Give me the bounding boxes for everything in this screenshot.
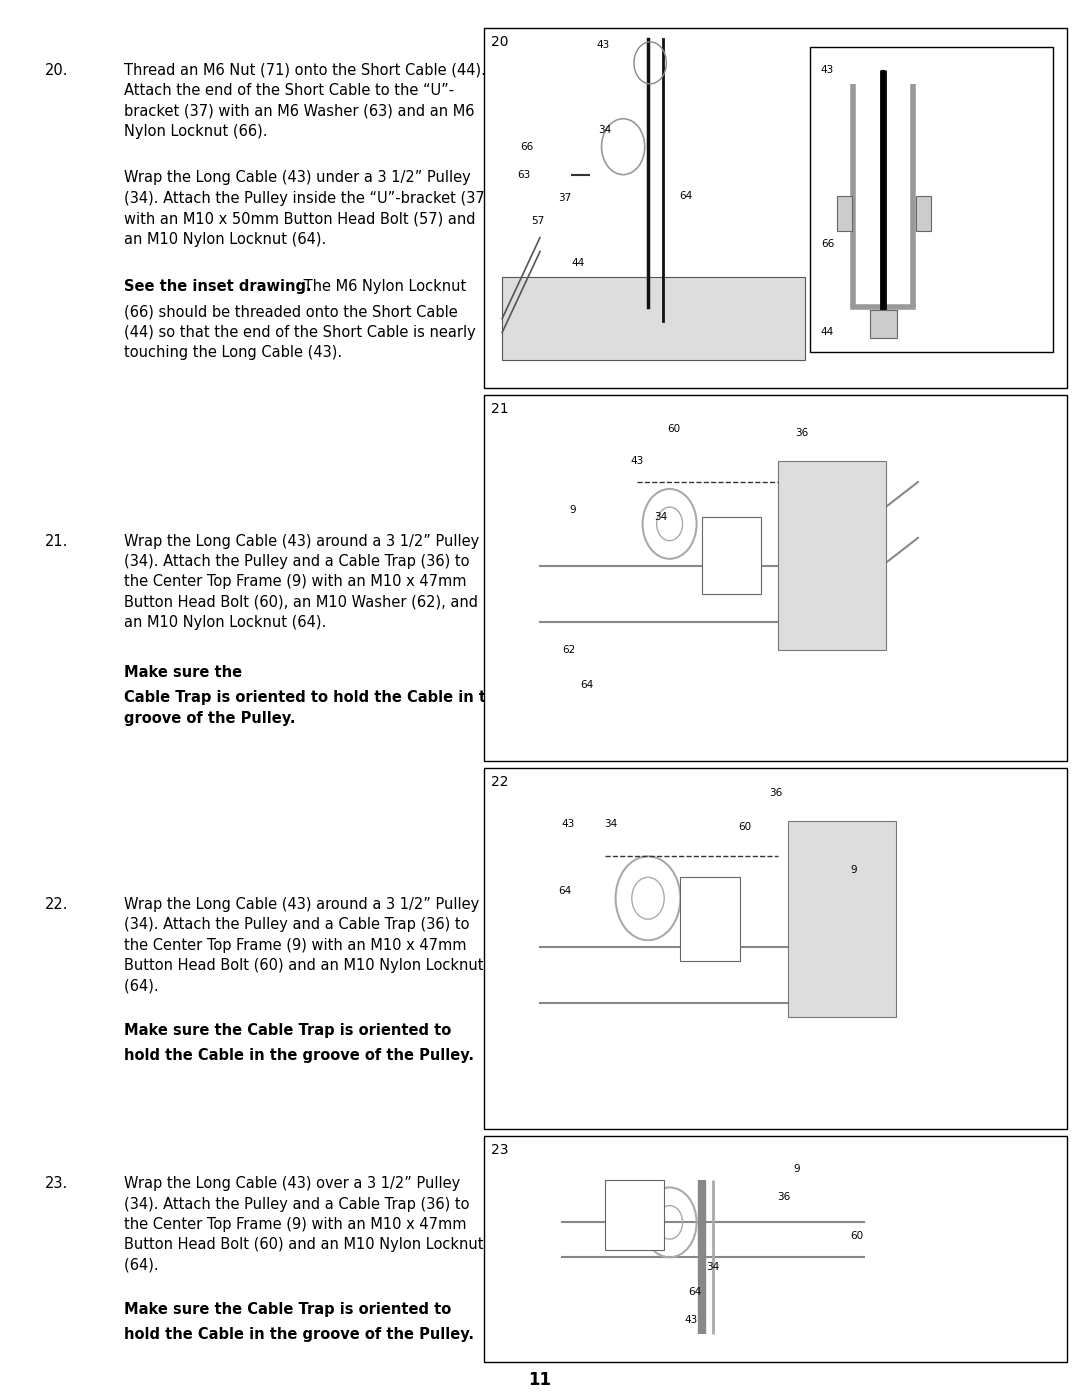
Text: 23.: 23. <box>45 1176 69 1192</box>
Text: 21: 21 <box>491 402 509 416</box>
Text: See the inset drawing.: See the inset drawing. <box>124 279 312 295</box>
Text: 20: 20 <box>491 35 509 49</box>
Text: hold the Cable in the groove of the Pulley.: hold the Cable in the groove of the Pull… <box>124 1327 474 1343</box>
Bar <box>870 310 897 338</box>
Text: 36: 36 <box>769 788 782 799</box>
Text: 44: 44 <box>821 327 834 338</box>
Text: 64: 64 <box>679 190 692 201</box>
Text: 43: 43 <box>631 455 644 467</box>
Text: 34: 34 <box>605 819 618 830</box>
FancyBboxPatch shape <box>484 395 1067 761</box>
Text: 57: 57 <box>531 215 544 226</box>
Text: 22: 22 <box>491 775 509 789</box>
FancyBboxPatch shape <box>484 768 1067 1129</box>
Text: 63: 63 <box>517 169 530 180</box>
Text: 43: 43 <box>685 1315 698 1326</box>
Text: 9: 9 <box>794 1164 800 1175</box>
Bar <box>788 821 896 1017</box>
Text: Make sure the Cable Trap is oriented to: Make sure the Cable Trap is oriented to <box>124 1302 451 1317</box>
Text: 44: 44 <box>571 257 584 268</box>
FancyBboxPatch shape <box>484 1136 1067 1362</box>
Bar <box>502 277 805 360</box>
Text: 64: 64 <box>580 679 593 690</box>
Bar <box>680 877 740 961</box>
Text: Wrap the Long Cable (43) around a 3 1/2” Pulley
(34). Attach the Pulley and a Ca: Wrap the Long Cable (43) around a 3 1/2”… <box>124 897 484 993</box>
Text: 11: 11 <box>528 1372 552 1389</box>
Text: 43: 43 <box>562 819 575 830</box>
Text: 20.: 20. <box>45 63 69 78</box>
Text: Thread an M6 Nut (71) onto the Short Cable (44).
Attach the end of the Short Cab: Thread an M6 Nut (71) onto the Short Cab… <box>124 63 486 140</box>
Text: Wrap the Long Cable (43) over a 3 1/2” Pulley
(34). Attach the Pulley and a Cabl: Wrap the Long Cable (43) over a 3 1/2” P… <box>124 1176 484 1273</box>
Text: 60: 60 <box>667 423 680 434</box>
Text: 60: 60 <box>850 1231 863 1242</box>
Text: hold the Cable in the groove of the Pulley.: hold the Cable in the groove of the Pull… <box>124 1048 474 1063</box>
Text: 43: 43 <box>596 39 609 50</box>
Text: (66) should be threaded onto the Short Cable
(44) so that the end of the Short C: (66) should be threaded onto the Short C… <box>124 305 476 360</box>
Bar <box>702 517 761 594</box>
Text: 66: 66 <box>821 239 834 250</box>
Text: 62: 62 <box>563 644 576 655</box>
Text: Cable Trap is oriented to hold the Cable in the
groove of the Pulley.: Cable Trap is oriented to hold the Cable… <box>124 690 507 725</box>
Bar <box>778 461 886 650</box>
Text: 43: 43 <box>821 64 834 75</box>
Text: Make sure the Cable Trap is oriented to: Make sure the Cable Trap is oriented to <box>124 1023 451 1038</box>
Text: Make sure the: Make sure the <box>124 665 242 680</box>
Text: The M6 Nylon Locknut: The M6 Nylon Locknut <box>299 279 467 295</box>
Text: 64: 64 <box>558 886 571 897</box>
Text: 22.: 22. <box>45 897 69 912</box>
Text: 9: 9 <box>850 865 856 876</box>
Text: Wrap the Long Cable (43) under a 3 1/2” Pulley
(34). Attach the Pulley inside th: Wrap the Long Cable (43) under a 3 1/2” … <box>124 170 490 247</box>
Text: Wrap the Long Cable (43) around a 3 1/2” Pulley
(34). Attach the Pulley and a Ca: Wrap the Long Cable (43) around a 3 1/2”… <box>124 534 480 630</box>
Text: 66: 66 <box>521 141 534 152</box>
Text: 34: 34 <box>598 124 611 136</box>
Text: 64: 64 <box>688 1287 701 1298</box>
Text: 36: 36 <box>778 1192 791 1203</box>
Bar <box>837 196 852 231</box>
Text: 9: 9 <box>569 504 576 515</box>
Text: 36: 36 <box>795 427 808 439</box>
Text: 34: 34 <box>654 511 667 522</box>
Text: 34: 34 <box>706 1261 719 1273</box>
Text: 23: 23 <box>491 1143 509 1157</box>
Text: 21.: 21. <box>45 534 69 549</box>
FancyBboxPatch shape <box>484 28 1067 388</box>
Text: 37: 37 <box>558 193 571 204</box>
Bar <box>605 1180 664 1250</box>
Bar <box>810 47 1053 352</box>
Text: 60: 60 <box>739 821 752 833</box>
Bar <box>916 196 931 231</box>
